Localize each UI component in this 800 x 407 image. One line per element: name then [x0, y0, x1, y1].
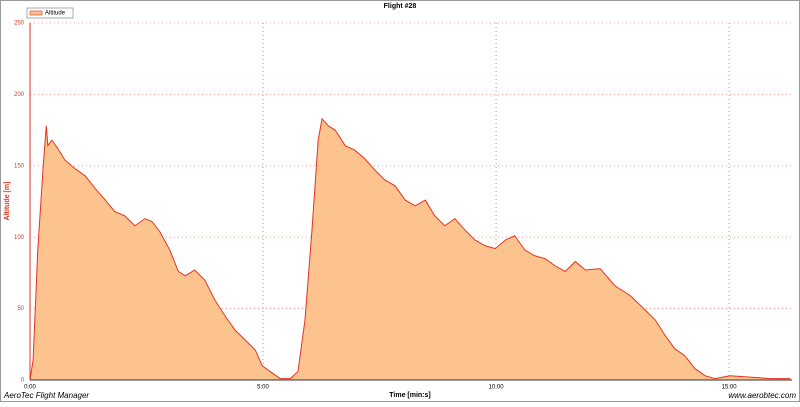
x-tick-label: 5:00: [257, 385, 269, 391]
y-tick-label: 150: [14, 163, 25, 169]
y-tick-label: 100: [14, 235, 25, 241]
legend-swatch: [29, 10, 43, 16]
y-tick-label: 200: [14, 92, 25, 98]
x-axis-label: Time [min:s]: [389, 392, 431, 399]
legend-label: Altitude: [45, 11, 66, 17]
area: [30, 118, 791, 381]
y-axis-label: Altitude [m]: [4, 182, 11, 221]
line: [29, 117, 791, 381]
chart-title: Flight #28: [384, 3, 417, 10]
legend-box: [26, 7, 74, 19]
x-tick-label: 15:00: [722, 385, 738, 391]
x-tick-label: 0:00: [24, 385, 36, 391]
y-tick-label: 0: [21, 378, 25, 384]
footer-right: www.aerobtec.com: [728, 391, 796, 400]
y-tick-label: 250: [14, 21, 25, 27]
x-tick-label: 10:00: [489, 385, 505, 391]
y-tick-label: 50: [17, 306, 24, 312]
footer-left: AeroTec Flight Manager: [3, 391, 89, 400]
